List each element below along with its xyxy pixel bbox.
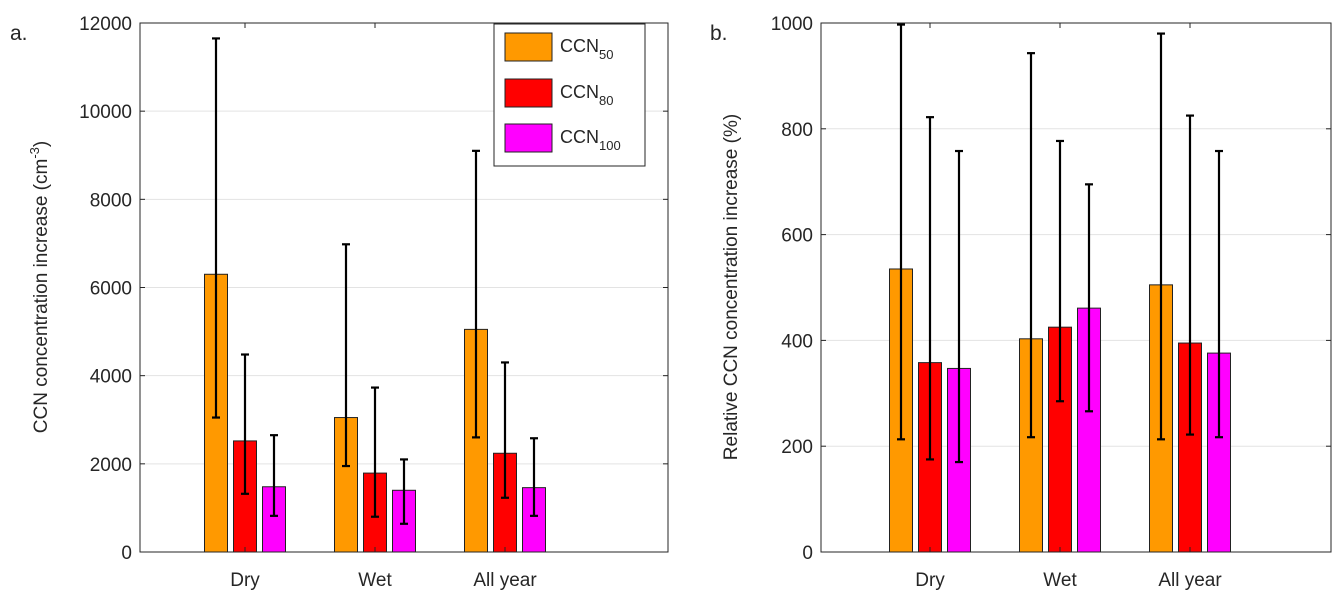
y-tick-label-b-0: 0 (802, 543, 813, 564)
y-tick-label-b-600: 600 (781, 226, 813, 247)
y-axis-label-b: Relative CCN concentration increase (%) (721, 114, 742, 460)
y-tick-label-b-1000: 1000 (771, 14, 813, 35)
panel-label-b: b. (710, 22, 728, 45)
ticks-b: 0 200 400 600 800 1000 Dry Wet All year (771, 14, 1331, 591)
bars-b (889, 23, 1231, 553)
x-tick-label-b-wet: Wet (1043, 570, 1077, 591)
legend-label-ccn100: CCN100 (560, 127, 621, 153)
y-tick-label-b-800: 800 (781, 120, 813, 141)
x-tick-label-a-dry: Dry (230, 570, 260, 591)
x-tick-label-b-dry: Dry (915, 570, 945, 591)
panel-a: 0 2000 4000 6000 8000 10000 12000 Dry Wet All yea… (10, 14, 669, 591)
legend-swatch-ccn100 (504, 123, 553, 153)
y-tick-label-a-2000: 2000 (90, 455, 132, 476)
x-tick-label-b-all-year: All year (1158, 570, 1222, 591)
legend-label-ccn50: CCN50 (560, 36, 613, 62)
y-axis-label-a: CCN concentration increase (cm-3) (27, 141, 52, 433)
y-tick-label-a-6000: 6000 (90, 279, 132, 300)
legend: CCN50 CCN80 CCN100 (493, 23, 646, 167)
y-tick-label-b-200: 200 (781, 437, 813, 458)
legend-swatch-ccn80 (504, 78, 553, 108)
y-tick-label-b-400: 400 (781, 331, 813, 352)
x-tick-label-a-wet: Wet (358, 570, 392, 591)
y-tick-label-a-4000: 4000 (90, 367, 132, 388)
y-tick-label-a-8000: 8000 (90, 190, 132, 211)
legend-swatch-ccn50 (504, 32, 553, 62)
axes-box-b (820, 22, 1332, 553)
y-tick-label-a-10000: 10000 (79, 102, 132, 123)
panel-b: 0 200 400 600 800 1000 Dry Wet All year b. Relat… (710, 14, 1332, 591)
y-tick-label-a-0: 0 (121, 543, 132, 564)
panel-label-a: a. (10, 22, 28, 45)
y-tick-label-a-12000: 12000 (79, 14, 132, 35)
legend-label-ccn80: CCN80 (560, 82, 613, 108)
ticks-a: 0 2000 4000 6000 8000 10000 12000 Dry Wet All yea… (79, 14, 668, 591)
x-tick-label-a-all-year: All year (473, 570, 537, 591)
